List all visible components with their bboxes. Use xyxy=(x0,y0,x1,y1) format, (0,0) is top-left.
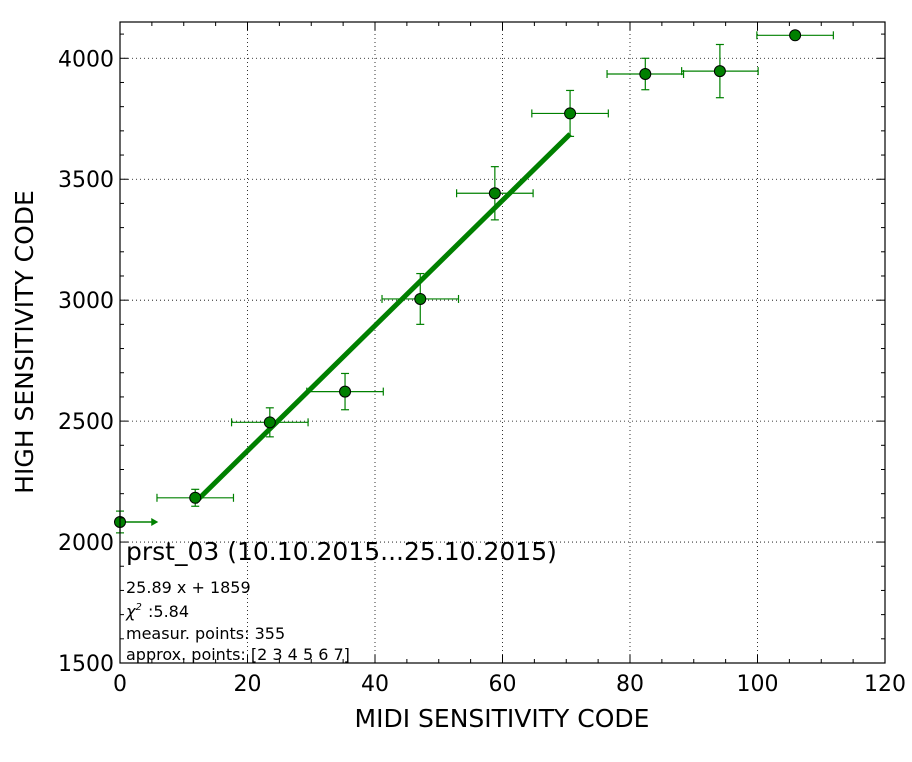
x-tick-label: 80 xyxy=(616,672,644,697)
data-point-marker xyxy=(488,187,501,200)
chart-title: prst_03 (10.10.2015...25.10.2015) xyxy=(126,537,557,566)
data-point-marker xyxy=(639,68,652,81)
x-tick-label: 0 xyxy=(113,672,127,697)
data-point-8 xyxy=(681,43,759,99)
data-point-4 xyxy=(381,272,460,325)
chi-square-symbol: χ2 xyxy=(125,602,142,621)
data-point-9 xyxy=(756,29,834,42)
y-tick-label: 3500 xyxy=(58,168,114,193)
data-point-marker xyxy=(564,107,577,120)
data-point-5 xyxy=(456,166,534,221)
tick-labels: 0 20 40 60 80 100 120 1500 2000 2500 3000 3500 4000 xyxy=(58,47,906,697)
data-point-6 xyxy=(531,89,609,138)
fit-equation: 25.89 x + 1859 xyxy=(126,578,251,597)
x-limit-arrow-head xyxy=(151,517,159,526)
data-point-1 xyxy=(156,488,235,507)
x-tick-label: 100 xyxy=(737,672,779,697)
data-point-2 xyxy=(230,407,309,438)
x-tick-label: 120 xyxy=(864,672,906,697)
measurement-points: measur. points: 355 xyxy=(126,624,285,643)
y-tick-label: 2500 xyxy=(58,410,114,435)
data-points-group xyxy=(114,29,834,534)
data-point-7 xyxy=(606,57,685,91)
data-point-marker xyxy=(414,292,427,305)
fit-line-group xyxy=(193,132,572,505)
grid xyxy=(120,22,885,663)
data-point-marker xyxy=(189,491,202,504)
chi-square-value: :5.84 xyxy=(148,602,189,621)
y-tick-label: 4000 xyxy=(58,47,114,72)
approx-points: approx. points: [2 3 4 5 6 7] xyxy=(126,645,350,664)
y-tick-label: 1500 xyxy=(58,652,114,677)
x-tick-label: 60 xyxy=(489,672,517,697)
x-tick-label: 40 xyxy=(361,672,389,697)
data-point-marker xyxy=(789,29,802,42)
x-tick-label: 20 xyxy=(234,672,262,697)
x-axis-label: MIDI SENSITIVITY CODE xyxy=(355,704,650,733)
y-tick-label: 3000 xyxy=(58,289,114,314)
data-point-marker xyxy=(263,416,276,429)
data-point-0 xyxy=(114,510,159,534)
data-point-marker xyxy=(339,385,352,398)
fit-line xyxy=(193,132,572,505)
y-axis-label: HIGH SENSITIVITY CODE xyxy=(10,190,39,494)
data-point-3 xyxy=(306,372,384,411)
data-point-marker xyxy=(713,65,726,78)
y-tick-label: 2000 xyxy=(58,531,114,556)
axis-ticks xyxy=(119,22,886,664)
